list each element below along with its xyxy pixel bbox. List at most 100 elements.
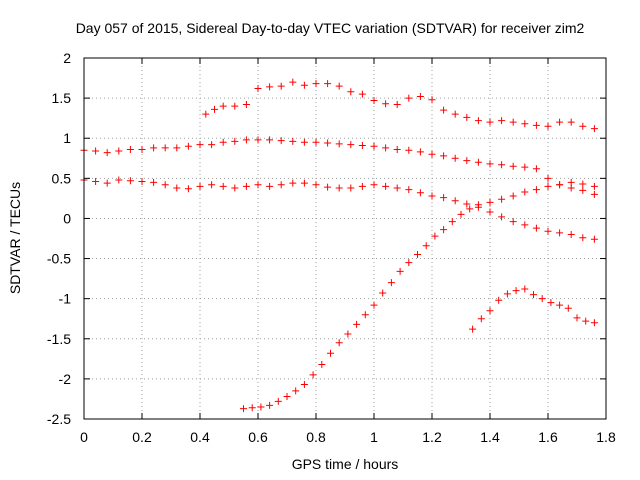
data-point: [324, 80, 332, 88]
data-point: [532, 224, 540, 232]
data-point: [266, 83, 274, 91]
data-point: [532, 165, 540, 173]
data-point: [498, 213, 506, 221]
data-point: [556, 181, 564, 189]
data-point: [440, 152, 448, 160]
y-tick-label: -1.5: [47, 331, 71, 347]
data-point: [416, 93, 424, 101]
data-point: [266, 136, 274, 144]
data-point: [92, 147, 100, 155]
data-point: [590, 125, 598, 133]
data-point: [544, 122, 552, 130]
data-point: [184, 142, 192, 150]
data-point: [103, 179, 111, 187]
data-point: [115, 176, 123, 184]
data-point: [208, 181, 216, 189]
data-point: [358, 90, 366, 98]
data-point: [463, 200, 471, 208]
data-point: [277, 82, 285, 90]
grid-lines: [84, 58, 606, 419]
data-point: [486, 208, 494, 216]
x-tick-label: 1: [370, 429, 378, 445]
y-tick-label: -1: [59, 291, 72, 307]
data-point: [538, 295, 546, 303]
data-point: [240, 405, 247, 413]
data-point: [463, 157, 471, 165]
chart-title: Day 057 of 2015, Sidereal Day-to-day VTE…: [76, 20, 585, 36]
data-point: [309, 371, 317, 379]
data-point: [382, 100, 390, 108]
data-point: [300, 179, 308, 187]
data-point: [150, 144, 158, 152]
data-point: [292, 387, 300, 395]
data-point: [509, 218, 517, 226]
data-point: [457, 210, 465, 218]
data-point: [387, 279, 395, 287]
data-point: [254, 84, 262, 92]
data-point: [547, 299, 555, 307]
data-point: [532, 186, 540, 194]
data-point: [405, 94, 413, 102]
data-point: [396, 267, 404, 275]
series-arc-top: [202, 78, 598, 133]
data-point: [173, 184, 181, 192]
data-point: [196, 182, 204, 190]
data-point: [567, 178, 575, 186]
data-point: [335, 140, 343, 148]
data-point: [590, 319, 598, 327]
data-point: [544, 227, 552, 235]
data-point: [405, 146, 413, 154]
data-point: [231, 184, 239, 192]
data-point: [495, 296, 503, 304]
data-point: [405, 186, 413, 194]
x-tick-label: 0: [80, 429, 88, 445]
data-point: [440, 106, 448, 114]
data-point: [503, 290, 511, 298]
data-point: [266, 182, 274, 190]
data-point: [115, 147, 123, 155]
data-point: [161, 144, 169, 152]
data-point: [184, 185, 192, 193]
data-point: [393, 145, 401, 153]
data-point: [428, 192, 436, 200]
y-tick-label: -2: [59, 371, 72, 387]
x-axis-label: GPS time / hours: [292, 456, 399, 472]
data-point: [370, 301, 378, 309]
data-point: [289, 179, 297, 187]
data-point: [509, 162, 517, 170]
data-point: [448, 218, 456, 226]
data-point: [347, 88, 355, 96]
data-point: [498, 117, 506, 125]
data-point: [161, 181, 169, 189]
x-tick-label: 0.8: [306, 429, 326, 445]
data-point: [521, 188, 529, 196]
data-point: [414, 251, 421, 259]
y-tick-label: 0.5: [52, 170, 72, 186]
data-point: [103, 149, 111, 157]
data-point: [590, 182, 598, 190]
data-point: [138, 145, 146, 153]
data-point: [324, 183, 332, 191]
data-point: [466, 205, 474, 213]
data-point: [312, 80, 320, 88]
data-point: [440, 226, 448, 234]
data-point: [451, 197, 459, 205]
data-point: [486, 307, 494, 315]
data-point: [440, 194, 448, 202]
data-point: [254, 181, 262, 189]
data-point: [277, 181, 285, 189]
y-tick-label: 0: [63, 210, 71, 226]
data-point: [379, 289, 387, 297]
data-point: [257, 403, 265, 411]
data-point: [428, 96, 436, 104]
data-point: [353, 320, 361, 328]
data-point: [567, 230, 575, 238]
y-tick-label: -0.5: [47, 251, 71, 267]
data-point: [283, 393, 291, 401]
data-point: [202, 110, 210, 118]
data-point: [521, 163, 529, 171]
data-point: [416, 148, 424, 156]
data-point: [327, 349, 334, 357]
data-point: [347, 141, 355, 149]
